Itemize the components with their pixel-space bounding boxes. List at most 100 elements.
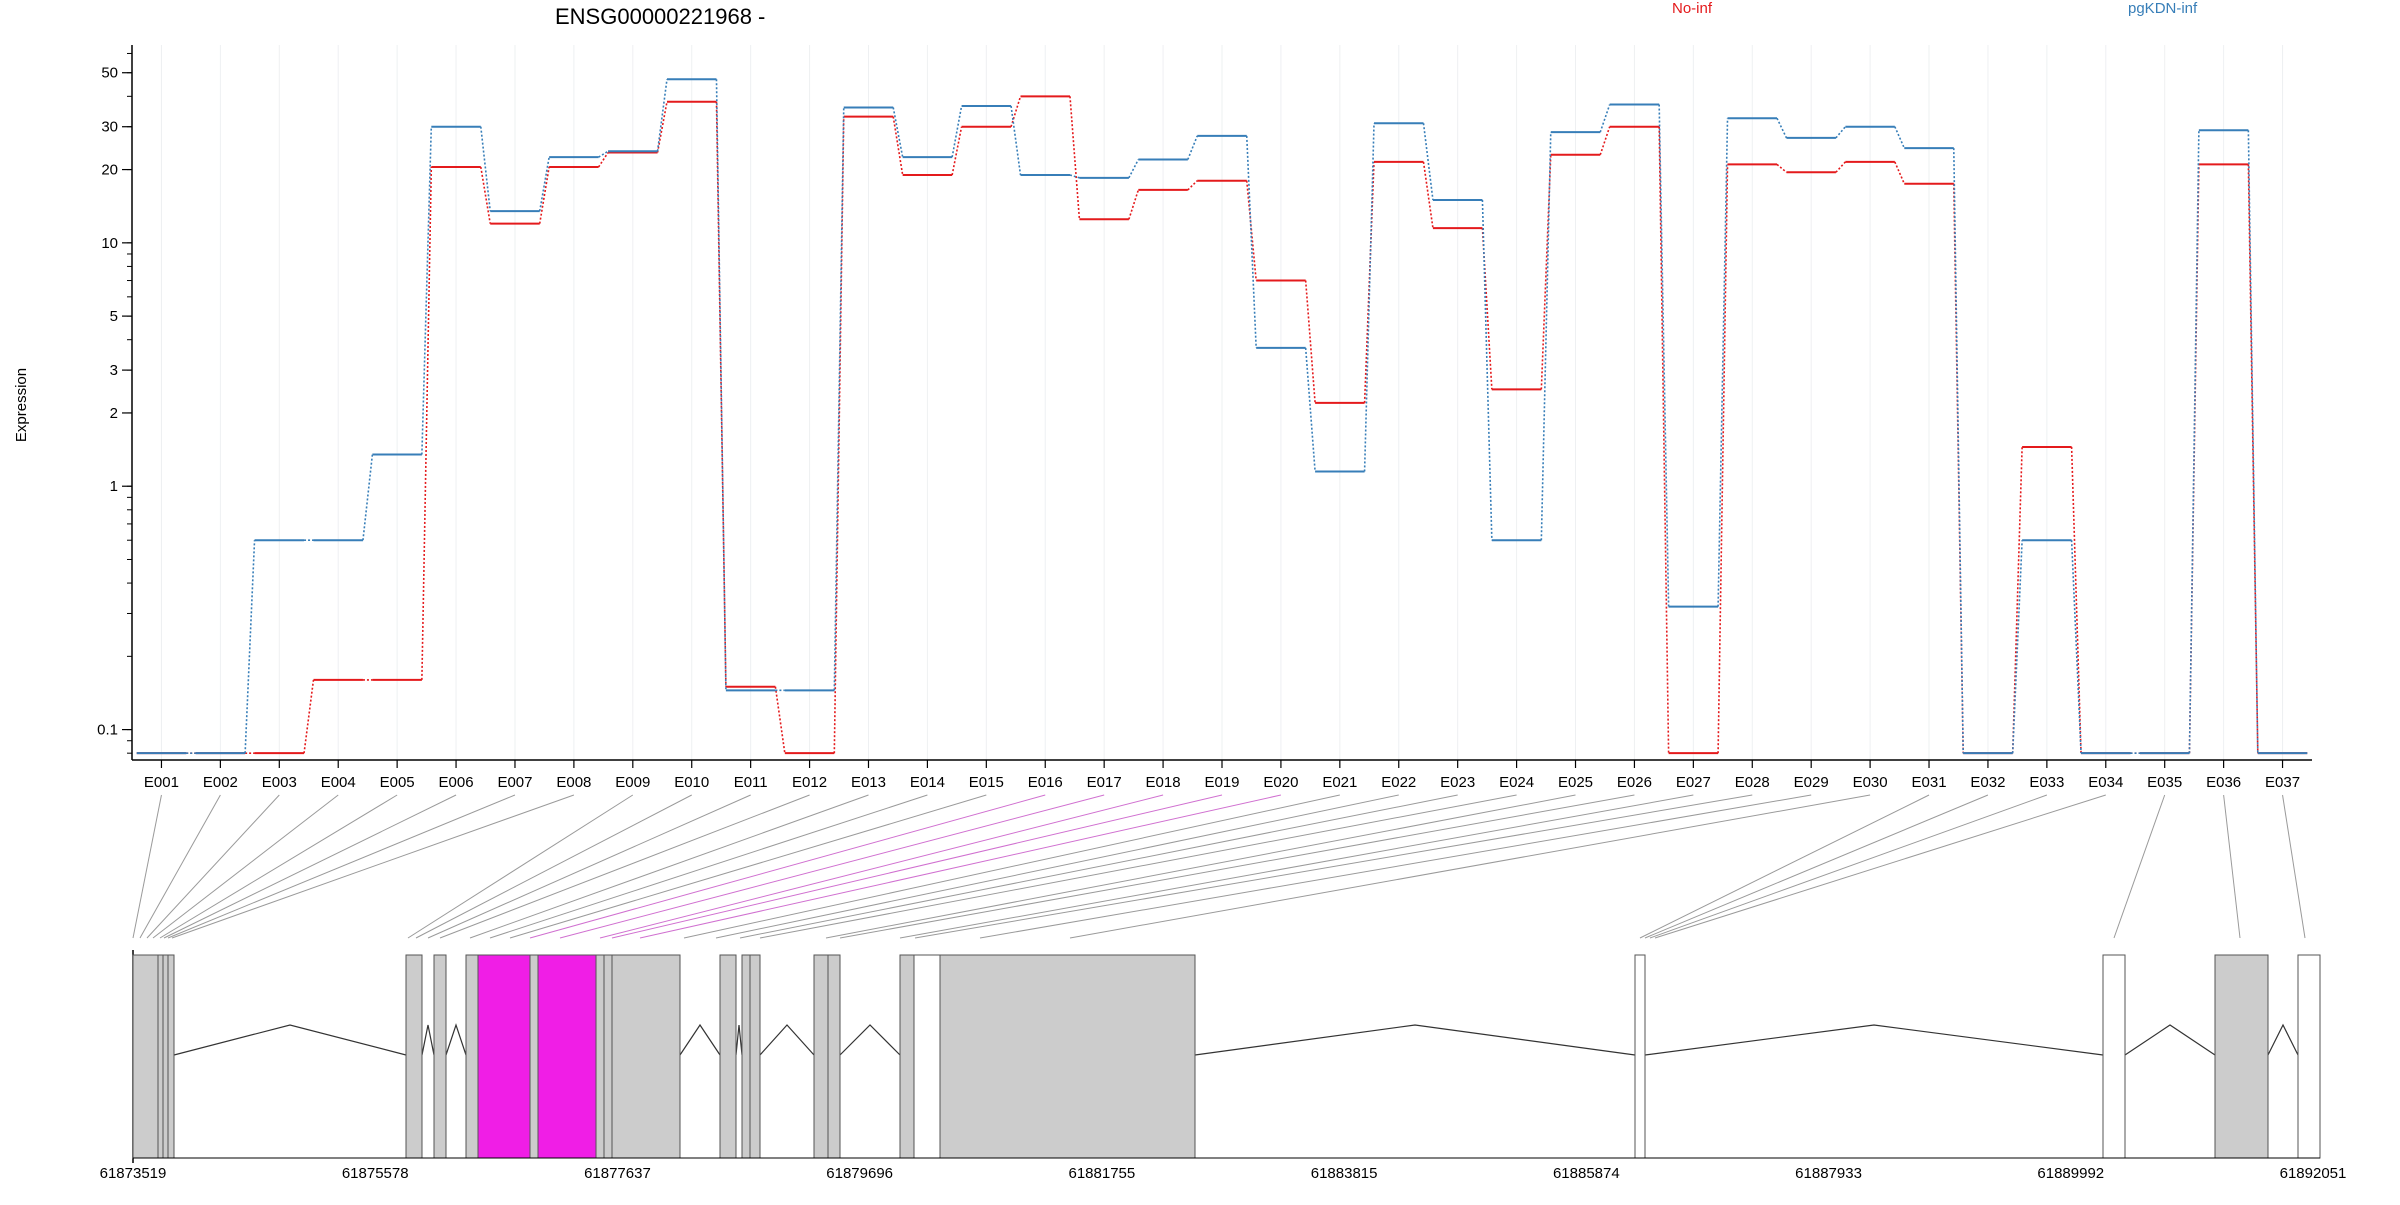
series-connector xyxy=(597,152,609,168)
x-tick-label: E029 xyxy=(1794,774,1829,791)
series-connector xyxy=(480,166,492,224)
exon-connector xyxy=(427,794,751,939)
exon-connector xyxy=(1644,794,1989,939)
series-connector xyxy=(656,101,668,153)
x-tick-label: E025 xyxy=(1558,774,1593,791)
exon-connector xyxy=(146,794,280,939)
exon-connector xyxy=(683,794,1340,939)
series-connector xyxy=(1952,148,1964,754)
exon-connector xyxy=(1069,794,1871,939)
exon-connectors xyxy=(132,794,2306,939)
exon-block xyxy=(741,954,751,1159)
y-tick-label: 2 xyxy=(110,405,118,422)
coordinate-tick-label: 61889992 xyxy=(2037,1165,2104,1182)
series-connector xyxy=(715,101,727,687)
x-axis: E001 E002 E003 E004 E005 E006 E007 E008 E009 E010… xyxy=(132,759,2312,791)
x-tick-label: E015 xyxy=(969,774,1004,791)
exon-block xyxy=(1634,954,1646,1159)
series-connector xyxy=(1481,199,1493,541)
x-tick-label: E033 xyxy=(2029,774,2064,791)
series-connector xyxy=(1481,228,1493,390)
series-connector xyxy=(1010,96,1022,127)
series-connector xyxy=(1304,280,1316,403)
exon-block xyxy=(529,954,539,1159)
exon-connector xyxy=(759,794,1517,939)
exon-connector xyxy=(2282,794,2306,939)
series-connector xyxy=(1069,174,1080,179)
exon-block xyxy=(611,954,681,1159)
legend-entry-pgkdn-inf: pgKDN-inf xyxy=(2128,0,2198,17)
gene-model xyxy=(132,950,2321,1163)
series-connector xyxy=(2070,446,2082,754)
x-tick-label: E020 xyxy=(1263,774,1298,791)
series-connector xyxy=(421,126,433,455)
series-layer xyxy=(136,78,2308,755)
series-connector xyxy=(951,105,963,158)
series-connector xyxy=(1717,118,1729,607)
exon-connector xyxy=(639,794,1282,939)
x-tick-label: E019 xyxy=(1204,774,1239,791)
exon-connector xyxy=(914,794,1753,939)
series-connector xyxy=(480,126,492,212)
exon-connector xyxy=(139,794,221,939)
exon-connector xyxy=(167,794,516,939)
x-tick-label: E026 xyxy=(1617,774,1652,791)
x-tick-label: E035 xyxy=(2147,774,2182,791)
exon-block xyxy=(405,954,423,1159)
x-tick-label: E030 xyxy=(1853,774,1888,791)
y-tick-label: 10 xyxy=(101,235,118,252)
exon-block xyxy=(749,954,761,1159)
exon-connector xyxy=(825,794,1576,939)
series-connector xyxy=(421,166,433,680)
x-tick-label: E032 xyxy=(1970,774,2005,791)
exon-block xyxy=(939,954,1196,1159)
x-tick-label: E037 xyxy=(2265,774,2300,791)
exon-connector xyxy=(407,794,634,939)
series-connector xyxy=(1245,180,1257,281)
exon-connector xyxy=(611,794,1223,939)
intron-line xyxy=(759,1024,815,1056)
coordinate-tick-label: 61885874 xyxy=(1553,1165,1620,1182)
exon-block xyxy=(157,954,164,1159)
series-1 xyxy=(136,95,2308,755)
x-tick-label: E036 xyxy=(2206,774,2241,791)
intron-line xyxy=(1194,1024,1636,1056)
exon-block xyxy=(603,954,613,1159)
x-tick-label: E005 xyxy=(380,774,415,791)
x-tick-label: E024 xyxy=(1499,774,1534,791)
exon-block xyxy=(465,954,479,1159)
series-connector xyxy=(1010,105,1022,176)
coordinate-tick-label: 61875578 xyxy=(342,1165,409,1182)
coordinate-tick-label: 61879696 xyxy=(826,1165,893,1182)
series-2 xyxy=(136,78,2308,755)
coordinate-tick-label: 61883815 xyxy=(1311,1165,1378,1182)
series-connector xyxy=(362,454,374,541)
x-tick-label: E021 xyxy=(1322,774,1357,791)
exon-block xyxy=(2214,954,2269,1159)
exon-connector xyxy=(163,794,457,939)
legend-entry-no-inf: No-inf xyxy=(1672,0,1713,17)
coordinate-tick-label: 61881755 xyxy=(1069,1165,1136,1182)
y-tick-label: 5 xyxy=(110,308,118,325)
exon-block xyxy=(913,954,941,1159)
exon-connector xyxy=(489,794,928,939)
exon-block xyxy=(827,954,841,1159)
x-tick-label: E023 xyxy=(1440,774,1475,791)
series-connector xyxy=(1187,180,1198,191)
exon-connector xyxy=(1649,794,2048,939)
exon-block xyxy=(537,954,597,1159)
y-tick-label: 1 xyxy=(110,478,118,495)
series-connector xyxy=(1894,161,1906,185)
x-tick-label: E028 xyxy=(1735,774,1770,791)
exon-block xyxy=(477,954,531,1159)
x-tick-label: E011 xyxy=(734,774,768,791)
exon-connector xyxy=(415,794,692,939)
exon-connector xyxy=(559,794,1105,939)
series-connector xyxy=(774,686,786,754)
series-connector xyxy=(1304,347,1316,472)
series-connector xyxy=(951,126,963,176)
series-connector xyxy=(1658,126,1670,754)
series-connector xyxy=(1128,189,1140,220)
x-tick-label: E002 xyxy=(203,774,238,791)
series-connector xyxy=(1422,161,1434,229)
